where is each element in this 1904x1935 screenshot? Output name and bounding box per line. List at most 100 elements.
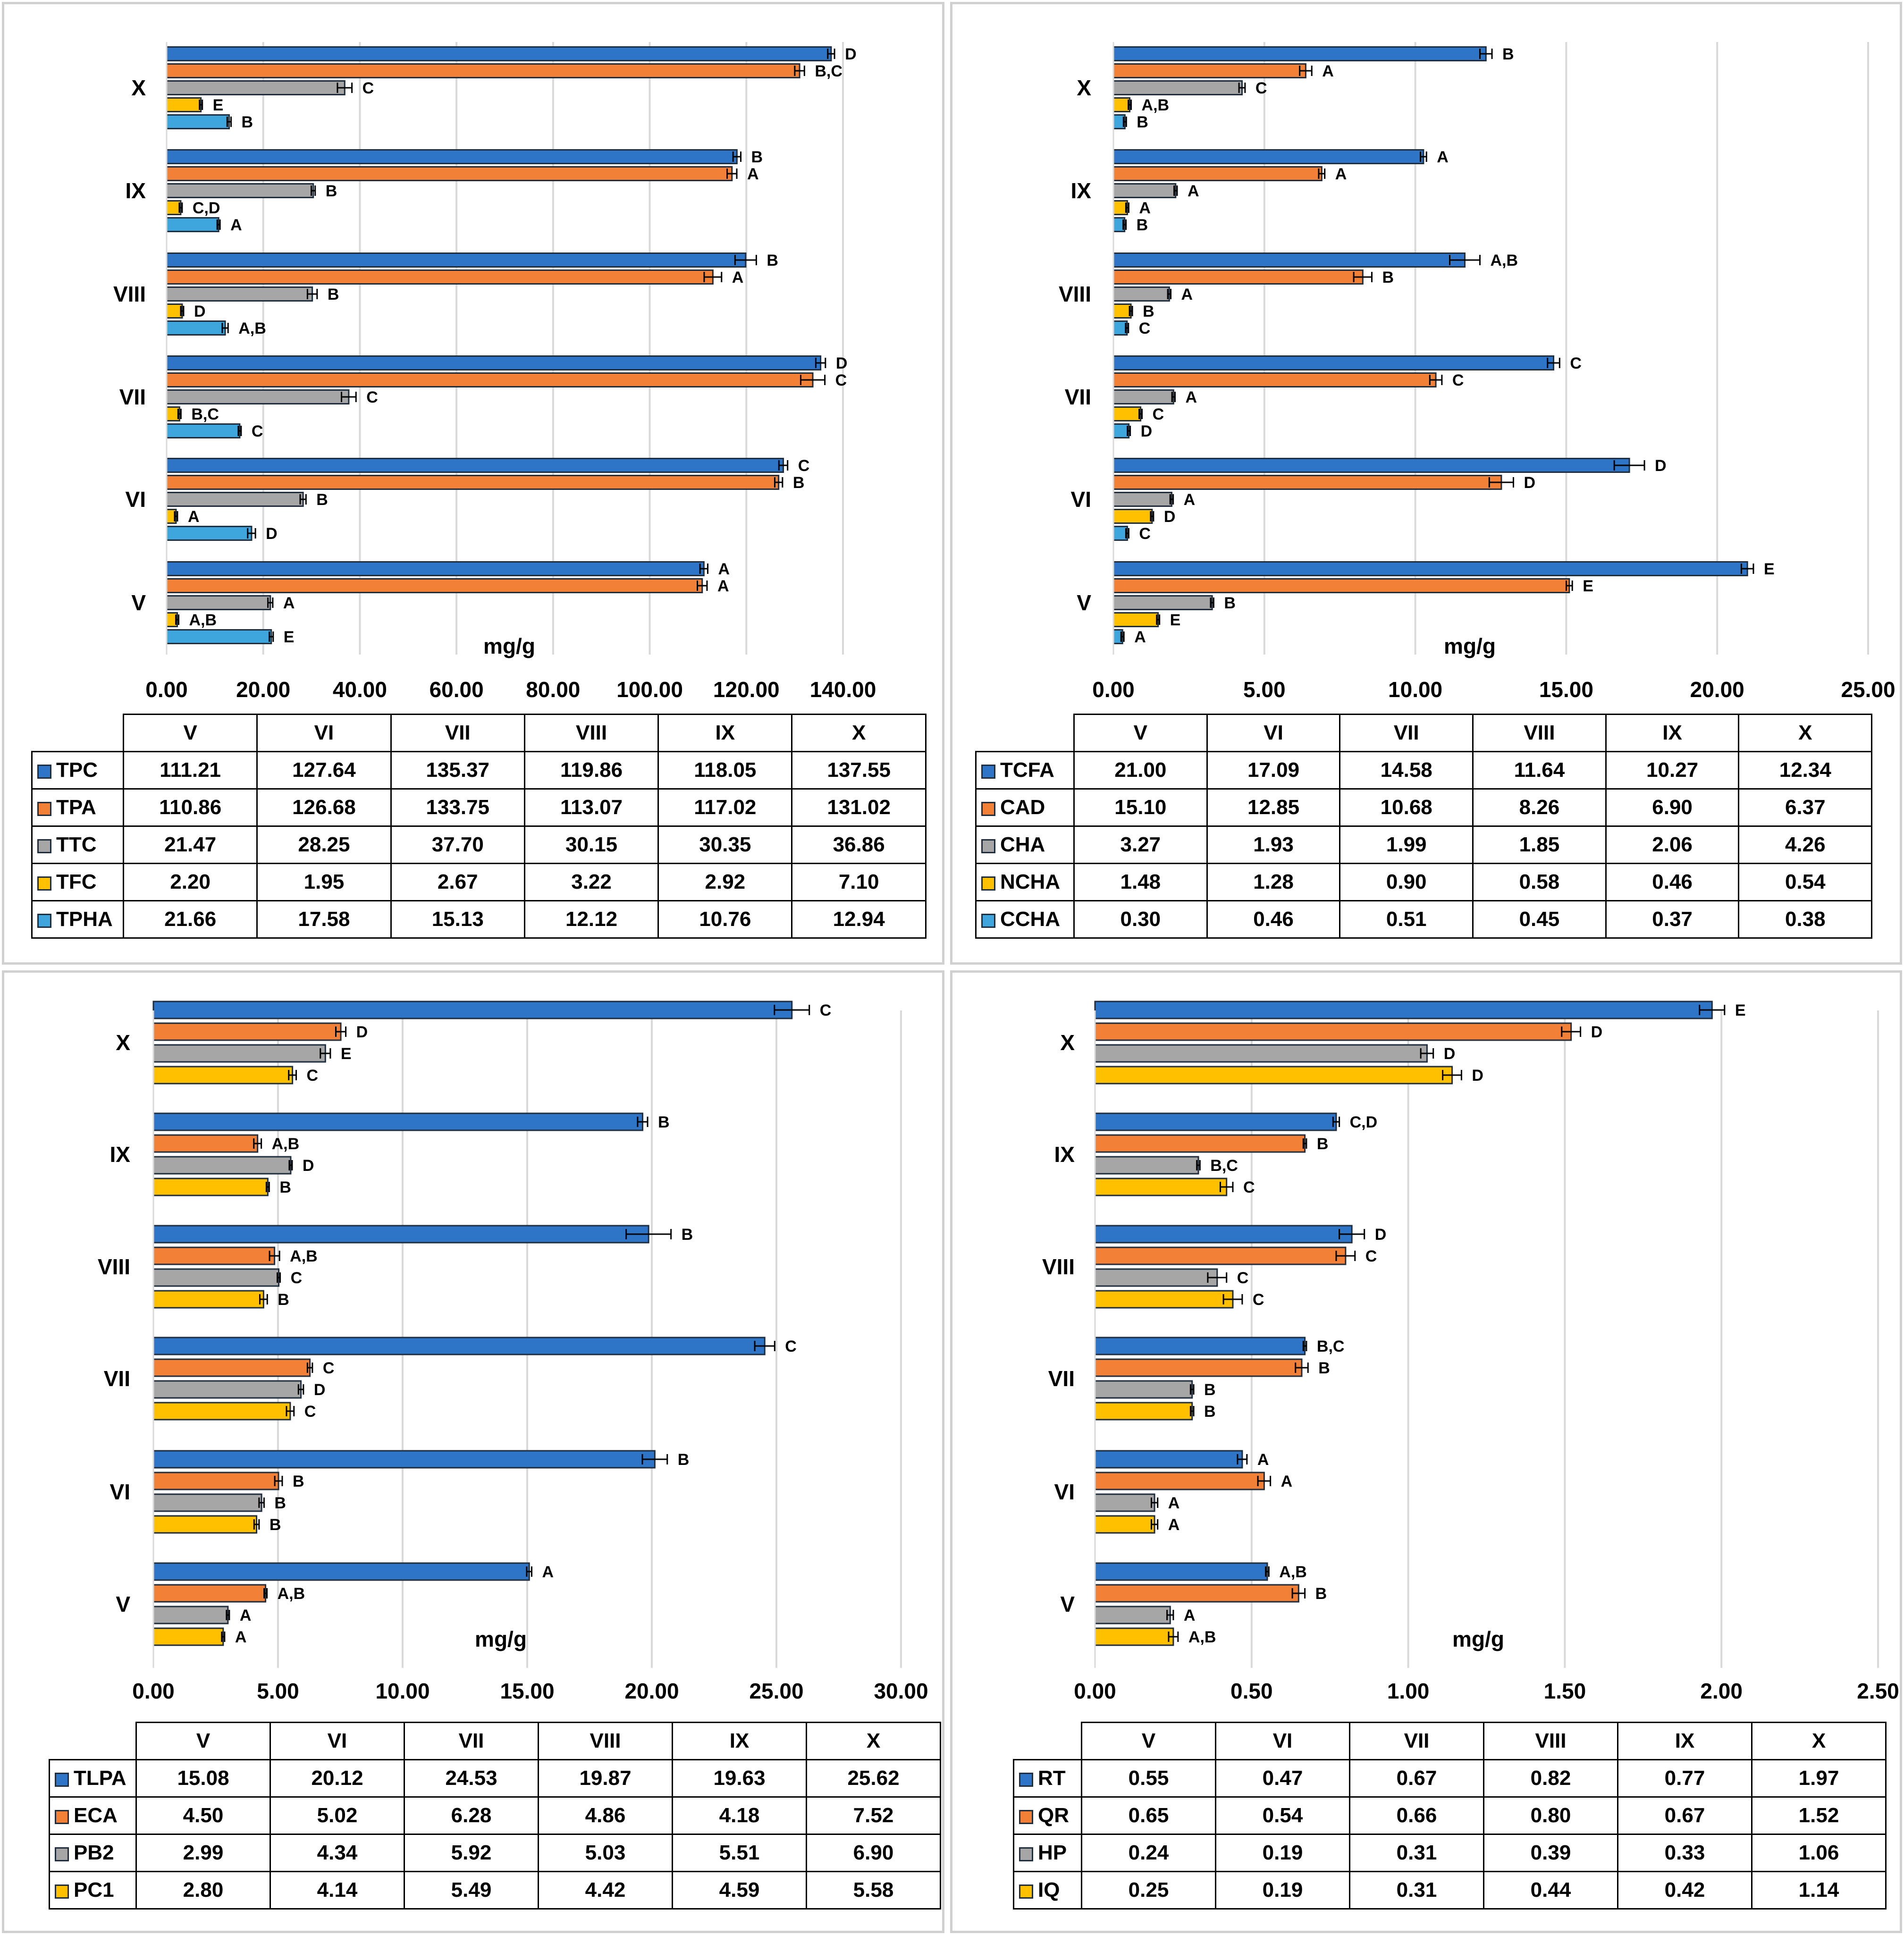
bar-tpc bbox=[166, 46, 832, 61]
legend-entry: TPC bbox=[31, 751, 124, 790]
table-col-header: V bbox=[122, 714, 258, 752]
bar-tfc bbox=[166, 303, 183, 319]
legend-entry: IQ bbox=[1013, 1871, 1082, 1910]
data-table-phenolics: V VI VII VIII IX X TPC 111.21 127.64 135… bbox=[31, 714, 927, 939]
table-cell: 1.95 bbox=[256, 863, 392, 901]
table-cell: 3.22 bbox=[523, 863, 659, 901]
bar-eca bbox=[152, 1358, 311, 1377]
bar-tpa bbox=[166, 166, 733, 181]
legend-entry: HP bbox=[1013, 1834, 1082, 1872]
table-row: RT 0.55 0.47 0.67 0.82 0.77 1.97 bbox=[1013, 1759, 1887, 1798]
table-cell: 1.97 bbox=[1751, 1759, 1887, 1798]
bar-ttc bbox=[166, 286, 313, 302]
x-tick-label: 25.00 bbox=[1841, 677, 1895, 702]
bar-tlpa bbox=[152, 1337, 766, 1355]
table-col-header: X bbox=[1738, 714, 1873, 752]
table-cell: 0.39 bbox=[1483, 1834, 1618, 1872]
table-cell: 1.99 bbox=[1339, 825, 1474, 864]
table-cell: 2.20 bbox=[122, 863, 258, 901]
table-cell: 4.42 bbox=[538, 1871, 673, 1910]
table-col-header: VII bbox=[1349, 1722, 1484, 1760]
bar-tpa bbox=[166, 269, 714, 285]
table-cell: 0.90 bbox=[1339, 863, 1474, 901]
table-cell: 4.59 bbox=[672, 1871, 807, 1910]
significance-letter: D bbox=[314, 1381, 326, 1399]
legend-swatch bbox=[981, 802, 995, 816]
table-cell: 6.28 bbox=[404, 1796, 539, 1835]
legend-swatch bbox=[981, 914, 995, 928]
bar-rt bbox=[1094, 1450, 1243, 1469]
table-cell: 1.28 bbox=[1206, 863, 1341, 901]
significance-letter: B bbox=[326, 182, 337, 200]
table-cell: 1.14 bbox=[1751, 1871, 1887, 1910]
table-cell: 0.25 bbox=[1081, 1871, 1216, 1910]
bar-cad bbox=[1112, 63, 1306, 78]
table-cell: 3.27 bbox=[1073, 825, 1208, 864]
legend-label: TPC bbox=[56, 758, 98, 782]
bar-cha bbox=[1112, 389, 1174, 404]
table-cell: 2.99 bbox=[135, 1834, 271, 1872]
legend-label: TPHA bbox=[56, 908, 113, 931]
bar-ncha bbox=[1112, 97, 1131, 112]
legend-label: HP bbox=[1038, 1841, 1067, 1864]
table-col-header: VII bbox=[404, 1722, 539, 1760]
bar-tcfa bbox=[1112, 561, 1748, 576]
significance-letter: A bbox=[1185, 388, 1197, 406]
table-cell: 12.94 bbox=[791, 900, 927, 939]
bar-cha bbox=[1112, 286, 1170, 302]
table-col-header: IX bbox=[1605, 714, 1740, 752]
significance-letter: B,C bbox=[815, 62, 842, 80]
x-tick-label: 120.00 bbox=[713, 677, 780, 702]
bar-hp bbox=[1094, 1044, 1428, 1063]
significance-letter: C bbox=[307, 1067, 319, 1085]
table-cell: 19.87 bbox=[538, 1759, 673, 1798]
table-cell: 30.15 bbox=[523, 825, 659, 864]
significance-letter: B bbox=[293, 1472, 304, 1490]
bar-tcfa bbox=[1112, 458, 1630, 473]
table-col-header: VIII bbox=[1483, 1722, 1618, 1760]
category-label: VI bbox=[1071, 487, 1091, 512]
bar-pc1 bbox=[152, 1627, 224, 1646]
legend-swatch bbox=[1019, 1885, 1033, 1899]
significance-letter: B bbox=[270, 1516, 281, 1534]
bar-tcfa bbox=[1112, 252, 1466, 268]
table-col-header: V bbox=[135, 1722, 271, 1760]
category-label: VII bbox=[1065, 385, 1091, 409]
table-row: TPC 111.21 127.64 135.37 119.86 118.05 1… bbox=[31, 751, 927, 790]
bar-tpha bbox=[166, 320, 226, 336]
legend-label: IQ bbox=[1038, 1878, 1060, 1901]
significance-letter: A,B bbox=[1490, 252, 1518, 269]
bar-qr bbox=[1094, 1134, 1306, 1153]
significance-letter: C bbox=[1365, 1247, 1377, 1265]
category-label: VI bbox=[110, 1480, 130, 1504]
significance-letter: E bbox=[1735, 1001, 1746, 1019]
table-col-header: IX bbox=[672, 1722, 807, 1760]
bar-eca bbox=[152, 1134, 259, 1153]
bar-pc1 bbox=[152, 1066, 294, 1085]
significance-letter: B bbox=[1204, 1381, 1216, 1399]
x-tick-label: 0.50 bbox=[1230, 1679, 1273, 1703]
bar-iq bbox=[1094, 1627, 1174, 1646]
bar-tpc bbox=[166, 355, 822, 370]
legend-swatch bbox=[981, 876, 995, 891]
bar-cad bbox=[1112, 166, 1323, 181]
bar-cha bbox=[1112, 80, 1243, 95]
table-cell: 4.14 bbox=[270, 1871, 405, 1910]
table-cell: 5.49 bbox=[404, 1871, 539, 1910]
table-cell: 5.58 bbox=[806, 1871, 941, 1910]
table-header-row: V VI VII VIII IX X bbox=[976, 714, 1873, 752]
bar-iq bbox=[1094, 1515, 1155, 1534]
table-cell: 15.08 bbox=[135, 1759, 271, 1798]
significance-letter: D bbox=[356, 1023, 368, 1041]
legend-label: TPA bbox=[56, 796, 96, 819]
significance-letter: C,D bbox=[1350, 1113, 1378, 1131]
significance-letter: C bbox=[1570, 354, 1582, 372]
table-cell: 21.00 bbox=[1073, 751, 1208, 790]
table-col-header: VI bbox=[1215, 1722, 1350, 1760]
significance-letter: B bbox=[682, 1226, 693, 1244]
significance-letter: B bbox=[793, 474, 805, 492]
bar-pc1 bbox=[152, 1515, 258, 1534]
legend-swatch bbox=[37, 765, 51, 779]
table-row: TPA 110.86 126.68 133.75 113.07 117.02 1… bbox=[31, 788, 927, 827]
bar-iq bbox=[1094, 1066, 1453, 1085]
